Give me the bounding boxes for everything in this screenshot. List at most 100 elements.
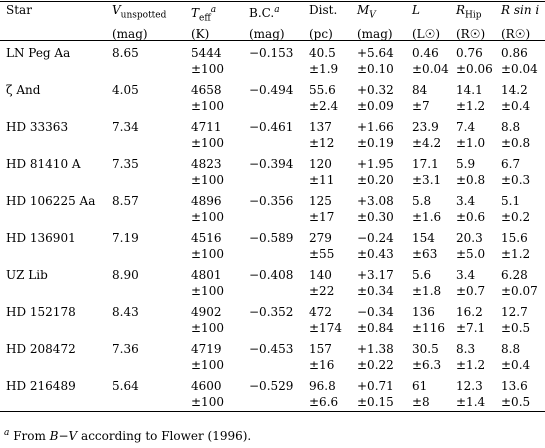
cell-r-sini-error: ±0.5 <box>501 321 531 336</box>
cell-v-unspotted: 4.05 <box>112 83 139 98</box>
table-row: HD 106225 Aa 8.57 4896 −0.356 125 +3.08 5.8 3.4… <box>0 190 545 209</box>
cell-teff-error: ±100 <box>191 284 224 299</box>
cell-dist-error: ±6.6 <box>309 395 339 410</box>
cell-r-sini: 15.6 <box>501 231 528 246</box>
header-dist-unit: (pc) <box>309 27 333 42</box>
cell-star-name-error <box>0 246 112 264</box>
cell-bc: −0.461 <box>249 120 294 135</box>
cell-luminosity-error: ±3.1 <box>412 173 442 188</box>
cell-r-hip: 8.3 <box>456 342 476 357</box>
cell-teff: 4719 <box>191 342 222 357</box>
cell-dist: 140 <box>309 268 332 283</box>
cell-dist: 137 <box>309 120 332 135</box>
cell-v-unspotted: 8.90 <box>112 268 139 283</box>
table-header: Star Vunspotted Teffa B.C.a Dist. MV L R… <box>0 0 545 42</box>
cell-r-hip-error: ±0.7 <box>456 284 486 299</box>
cell-v-unspotted: 5.64 <box>112 379 139 394</box>
table-row: HD 136901 7.19 4516 −0.589 279 −0.24 154 20.3 15… <box>0 227 545 246</box>
cell-star-name-error <box>0 209 112 227</box>
cell-dist-error: ±174 <box>309 321 342 336</box>
top-rule <box>0 1 545 2</box>
cell-r-hip: 20.3 <box>456 231 483 246</box>
cell-mv-error: ±0.43 <box>357 247 394 262</box>
table-row: ζ And 4.05 4658 −0.494 55.6 +0.32 84 14.1 14.2 <box>0 79 545 98</box>
cell-teff: 4801 <box>191 268 222 283</box>
cell-mv: +3.17 <box>357 268 394 283</box>
cell-dist: 96.8 <box>309 379 336 394</box>
header-star-unit <box>0 26 112 42</box>
cell-r-sini: 6.28 <box>501 268 528 283</box>
cell-star-name-error <box>0 172 112 190</box>
header-rsini-unit: (R☉) <box>501 27 531 42</box>
header-l: L <box>412 3 420 17</box>
cell-mv: +1.66 <box>357 120 394 135</box>
cell-teff: 4902 <box>191 305 222 320</box>
cell-bc: −0.408 <box>249 268 294 283</box>
cell-luminosity: 17.1 <box>412 157 439 172</box>
cell-r-sini-error: ±0.4 <box>501 358 531 373</box>
cell-teff-error: ±100 <box>191 395 224 410</box>
cell-bc-error <box>249 61 309 79</box>
cell-dist: 472 <box>309 305 332 320</box>
cell-r-sini-error: ±0.8 <box>501 136 531 151</box>
cell-bc: −0.394 <box>249 157 294 172</box>
cell-r-sini-error: ±0.3 <box>501 173 531 188</box>
cell-star-name: HD 216489 <box>6 379 76 394</box>
cell-r-sini: 8.8 <box>501 120 521 135</box>
cell-v-unspotted: 8.57 <box>112 194 139 209</box>
cell-luminosity-error: ±1.6 <box>412 210 442 225</box>
cell-r-hip: 14.1 <box>456 83 483 98</box>
cell-luminosity-error: ±63 <box>412 247 438 262</box>
cell-v-unspotted: 8.65 <box>112 46 139 61</box>
cell-v-unspotted-error <box>112 357 191 375</box>
cell-luminosity: 61 <box>412 379 428 394</box>
cell-dist-error: ±22 <box>309 284 335 299</box>
cell-bc: −0.589 <box>249 231 294 246</box>
cell-teff-error: ±100 <box>191 358 224 373</box>
cell-r-hip: 7.4 <box>456 120 476 135</box>
cell-r-sini-error: ±0.5 <box>501 395 531 410</box>
cell-luminosity-error: ±4.2 <box>412 136 442 151</box>
table-row-errors: ±100 ±6.6 ±0.15 ±8 ±1.4 ±0.5 <box>0 394 545 412</box>
cell-teff: 4711 <box>191 120 222 135</box>
header-bc-unit: (mag) <box>249 27 285 42</box>
cell-r-hip-error: ±0.6 <box>456 210 486 225</box>
cell-mv: +1.95 <box>357 157 394 172</box>
footnote: a From B−V according to Flower (1996). <box>4 428 252 443</box>
cell-r-sini: 5.1 <box>501 194 521 209</box>
header-teff: Teffa <box>191 5 217 24</box>
cell-v-unspotted-error <box>112 246 191 264</box>
cell-bc: −0.356 <box>249 194 294 209</box>
cell-star-name-error <box>0 320 112 338</box>
header-dist: Dist. <box>309 3 338 17</box>
cell-bc: −0.352 <box>249 305 294 320</box>
cell-mv-error: ±0.19 <box>357 136 394 151</box>
cell-r-hip: 3.4 <box>456 268 476 283</box>
cell-dist-error: ±16 <box>309 358 335 373</box>
table-row-errors: ±100 ±16 ±0.22 ±6.3 ±1.2 ±0.4 <box>0 357 545 375</box>
table-row-errors: ±100 ±55 ±0.43 ±63 ±5.0 ±1.2 <box>0 246 545 264</box>
table-row-errors: ±100 ±17 ±0.30 ±1.6 ±0.6 ±0.2 <box>0 209 545 227</box>
cell-bc-error <box>249 246 309 264</box>
cell-star-name-error <box>0 135 112 153</box>
cell-r-sini: 0.86 <box>501 46 528 61</box>
cell-bc-error <box>249 357 309 375</box>
cell-bc: −0.529 <box>249 379 294 394</box>
cell-bc-error <box>249 394 309 412</box>
cell-mv: +1.38 <box>357 342 394 357</box>
header-star: Star <box>6 3 32 17</box>
cell-bc-error <box>249 172 309 190</box>
cell-v-unspotted-error <box>112 209 191 227</box>
cell-mv-error: ±0.84 <box>357 321 394 336</box>
cell-bc-error <box>249 98 309 116</box>
cell-bc-error <box>249 135 309 153</box>
cell-luminosity: 136 <box>412 305 435 320</box>
cell-star-name: HD 33363 <box>6 120 69 135</box>
cell-v-unspotted-error <box>112 98 191 116</box>
cell-star-name-error <box>0 394 112 412</box>
cell-luminosity: 30.5 <box>412 342 439 357</box>
cell-dist-error: ±17 <box>309 210 335 225</box>
table-row: UZ Lib 8.90 4801 −0.408 140 +3.17 5.6 3.4 6.28 <box>0 264 545 283</box>
table-row-errors: ±100 ±174 ±0.84 ±116 ±7.1 ±0.5 <box>0 320 545 338</box>
cell-mv: +3.08 <box>357 194 394 209</box>
